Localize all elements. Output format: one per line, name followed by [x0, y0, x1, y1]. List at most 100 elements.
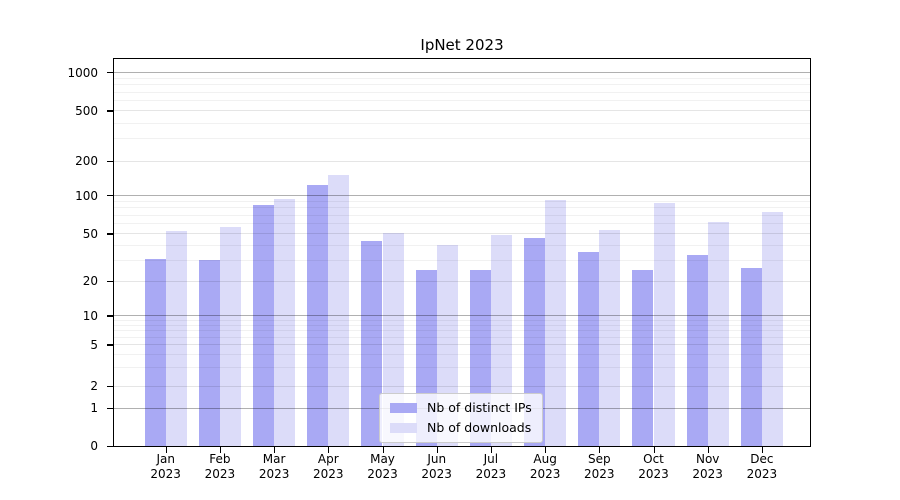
- y-tick-label-5: 5: [90, 337, 98, 352]
- bar-downloads-jan: [165, 230, 187, 446]
- x-tick-label-nov: Nov 2023: [692, 452, 723, 481]
- x-tick-label-jan: Jan 2023: [150, 452, 181, 481]
- gridline-y-10: [114, 315, 810, 317]
- gridline-y-50: [114, 233, 810, 235]
- y-tick-mark-10: [107, 315, 113, 317]
- gridline-y-1000: [114, 72, 810, 74]
- bar-distinct-ips-nov: [686, 255, 708, 446]
- y-tick-label-50: 50: [82, 226, 98, 241]
- bar-distinct-ips-dec: [740, 267, 762, 446]
- y-tick-label-10: 10: [82, 308, 98, 323]
- y-tick-label-100: 100: [75, 188, 98, 203]
- gridline-y-minor-600: [114, 100, 810, 102]
- y-tick-mark-1000: [107, 72, 113, 74]
- x-tick-mark-jul: [490, 447, 493, 453]
- x-tick-label-sep: Sep 2023: [584, 452, 615, 481]
- legend-label-distinct-ips: Nb of distinct IPs: [427, 400, 532, 415]
- x-tick-label-jun: Jun 2023: [421, 452, 452, 481]
- y-tick-mark-100: [107, 195, 113, 197]
- y-tick-label-2: 2: [90, 379, 98, 393]
- gridline-y-2: [114, 385, 810, 387]
- x-tick-mark-may: [382, 447, 384, 453]
- x-tick-label-aug: Aug 2023: [529, 452, 561, 481]
- gridline-y-minor-6: [114, 336, 810, 338]
- bar-distinct-ips-apr: [307, 184, 329, 446]
- y-tick-label-200: 200: [75, 154, 98, 169]
- y-tick-mark-1: [107, 407, 113, 409]
- gridline-y-minor-800: [114, 84, 810, 86]
- bar-downloads-aug: [545, 200, 567, 446]
- bar-downloads-nov: [707, 222, 729, 446]
- gridline-y-minor-900: [114, 77, 810, 79]
- bar-distinct-ips-feb: [198, 260, 220, 446]
- gridline-y-minor-700: [114, 91, 810, 93]
- legend-label-downloads: Nb of downloads: [427, 420, 532, 435]
- x-tick-label-mar: Mar 2023: [258, 452, 290, 481]
- x-tick-label-feb: Feb 2023: [204, 452, 236, 481]
- legend: Nb of distinct IPs Nb of downloads: [379, 393, 543, 443]
- chart-title: IpNet 2023: [420, 36, 504, 54]
- bar-distinct-ips-jan: [144, 258, 166, 446]
- x-tick-mark-mar: [274, 447, 276, 453]
- gridline-y-minor-400: [114, 122, 810, 124]
- bar-distinct-ips-mar: [252, 204, 275, 446]
- x-tick-mark-feb: [219, 447, 222, 453]
- y-tick-mark-50: [107, 233, 113, 235]
- gridline-y-minor-7: [114, 330, 810, 332]
- bar-distinct-ips-sep: [578, 252, 600, 446]
- x-tick-label-jul: Jul 2023: [475, 452, 507, 481]
- y-tick-label-1000: 1000: [67, 65, 98, 80]
- bar-downloads-oct: [653, 202, 675, 446]
- gridline-y-minor-30: [114, 259, 810, 261]
- gridline-y-minor-300: [114, 138, 810, 140]
- bar-downloads-apr: [328, 174, 350, 446]
- legend-swatch-downloads: [390, 422, 417, 433]
- x-tick-label-apr: Apr 2023: [313, 452, 344, 481]
- x-tick-mark-oct: [653, 447, 655, 453]
- gridline-y-minor-4: [114, 354, 810, 356]
- x-tick-mark-dec: [761, 447, 764, 453]
- plot-area: Nb of distinct IPs Nb of downloads: [107, 58, 811, 453]
- bar-downloads-sep: [599, 229, 621, 446]
- gridline-y-500: [114, 110, 810, 112]
- x-tick-mark-jun: [436, 447, 438, 453]
- bar-downloads-may: [382, 232, 404, 446]
- gridline-y-minor-40: [114, 244, 810, 246]
- gridline-y-100: [114, 195, 810, 197]
- y-tick-mark-200: [107, 160, 113, 162]
- gridline-y-20: [114, 280, 810, 282]
- x-tick-mark-aug: [545, 447, 547, 453]
- y-tick-label-20: 20: [82, 274, 98, 289]
- gridline-y-200: [114, 160, 810, 162]
- legend-swatch-distinct-ips: [390, 402, 417, 413]
- bar-downloads-dec: [761, 211, 784, 446]
- bar-distinct-ips-may: [361, 240, 383, 446]
- gridline-y-minor-60: [114, 223, 810, 225]
- gridline-y-minor-9: [114, 319, 810, 321]
- gridline-y-minor-3: [114, 367, 810, 369]
- y-tick-label-500: 500: [75, 103, 98, 118]
- y-tick-mark-2: [107, 385, 113, 387]
- gridline-y-minor-80: [114, 207, 810, 209]
- x-tick-mark-nov: [707, 447, 709, 453]
- bar-downloads-feb: [219, 226, 242, 446]
- bar-distinct-ips-oct: [632, 269, 654, 446]
- x-tick-mark-apr: [328, 447, 330, 453]
- x-tick-label-may: May 2023: [367, 452, 398, 481]
- legend-item-distinct-ips: Nb of distinct IPs: [390, 399, 532, 416]
- y-tick-mark-0: [107, 445, 113, 447]
- legend-item-downloads: Nb of downloads: [390, 419, 532, 436]
- y-tick-label-0: 0: [90, 439, 98, 453]
- x-tick-mark-sep: [599, 447, 601, 453]
- bar-downloads-mar: [274, 199, 296, 446]
- gridline-y-minor-8: [114, 324, 810, 326]
- x-tick-mark-jan: [165, 447, 167, 453]
- y-tick-mark-500: [107, 110, 113, 112]
- x-tick-label-oct: Oct 2023: [638, 452, 669, 481]
- y-tick-mark-20: [107, 280, 113, 282]
- y-tick-mark-5: [107, 344, 113, 346]
- y-tick-label-1: 1: [90, 401, 98, 416]
- gridline-y-minor-70: [114, 214, 810, 216]
- gridline-y-minor-90: [114, 200, 810, 202]
